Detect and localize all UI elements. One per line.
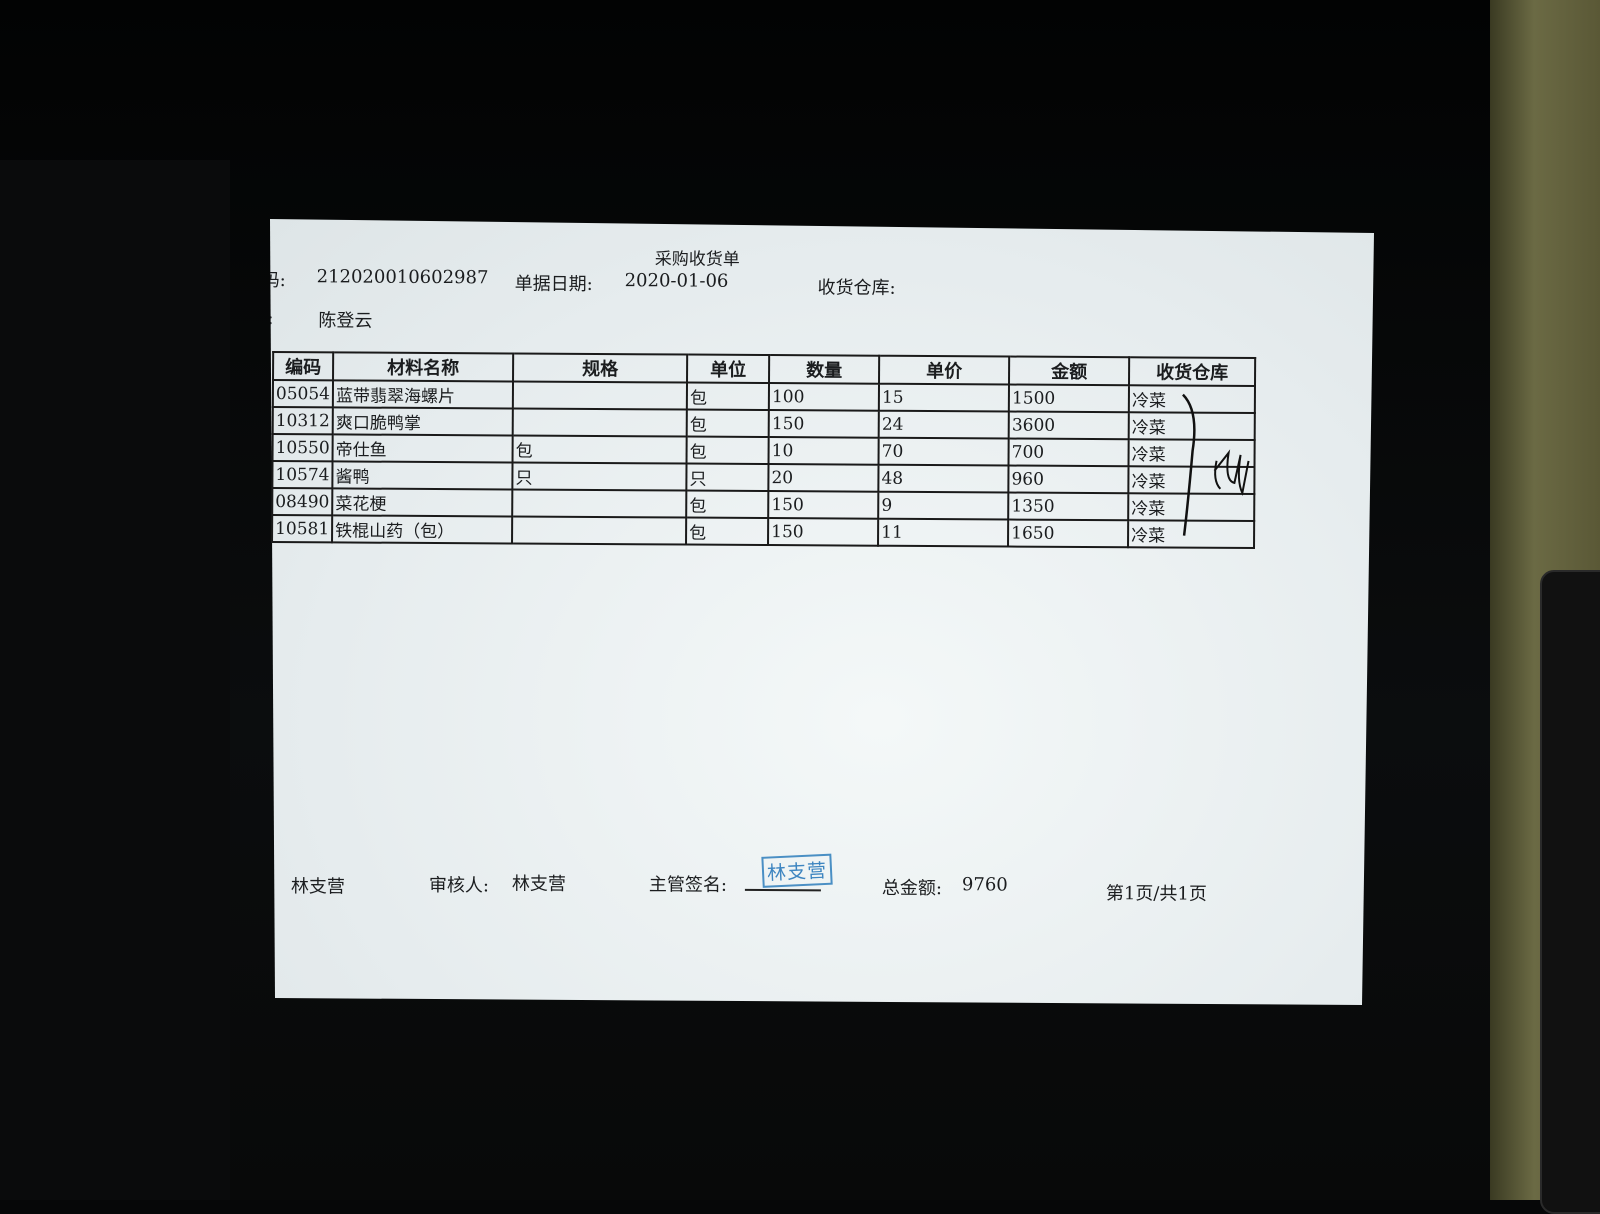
cell-price: 11 [878, 519, 1008, 547]
supervisor-label: 主管签名: [648, 874, 728, 896]
cell-spec: 包 [513, 435, 687, 463]
header-warehouse: 收货仓库 [1129, 357, 1255, 386]
handwritten-signature [1178, 391, 1259, 541]
header-name: 材料名称 [333, 352, 513, 381]
date: 2020-01-06 [624, 270, 729, 292]
cell-unit: 包 [686, 518, 768, 546]
background-left [0, 160, 230, 1200]
cell-qty: 150 [768, 518, 878, 546]
reviewer-label: 审核人: [428, 874, 490, 897]
cell-unit: 只 [686, 464, 768, 492]
cell-unit: 包 [687, 410, 769, 438]
person: 陈登云 [318, 310, 373, 332]
total-label: 总金额: [881, 877, 943, 900]
cell-amount: 3600 [1009, 412, 1129, 440]
maker: 林支营 [290, 876, 345, 898]
cell-qty: 150 [769, 410, 879, 438]
cell-spec [512, 489, 686, 517]
cell-name: 帝仕鱼 [333, 434, 513, 462]
cell-price: 24 [879, 411, 1009, 439]
cell-price: 15 [879, 384, 1009, 412]
header-code: 编码 [273, 352, 333, 380]
cell-code: 10312 [273, 407, 333, 434]
cell-qty: 150 [768, 491, 878, 519]
reviewer: 林支营 [511, 873, 567, 895]
supervisor-stamp: 林支营 [761, 854, 832, 888]
cell-name: 蓝带翡翠海螺片 [333, 380, 513, 408]
cell-code: 10581 [272, 515, 332, 542]
cell-amount: 1350 [1008, 493, 1128, 521]
cell-unit: 包 [687, 437, 769, 465]
background-device [1540, 570, 1600, 1214]
cell-unit: 包 [686, 491, 768, 519]
cell-code: 05054 [273, 380, 333, 407]
cell-spec [513, 381, 687, 409]
total-amount: 9760 [961, 874, 1008, 896]
cell-amount: 960 [1008, 466, 1128, 494]
header-qty: 数量 [769, 355, 879, 384]
cell-amount: 1500 [1009, 385, 1129, 413]
warehouse-label: 收货仓库: [817, 277, 896, 299]
cell-amount: 700 [1009, 439, 1129, 467]
header-amount: 金额 [1009, 357, 1129, 386]
cell-price: 9 [878, 492, 1008, 520]
header-unit: 单位 [687, 355, 769, 384]
cell-code: 08490 [272, 488, 332, 515]
cell-name: 菜花梗 [332, 488, 512, 516]
cell-qty: 20 [768, 464, 878, 492]
table-row: 10581 铁棍山药（包）包 150 11 1650 冷菜 [272, 515, 1254, 548]
page-number: 第1页/共1页 [1105, 883, 1207, 905]
cell-qty: 10 [769, 437, 879, 465]
cell-code: 10550 [273, 434, 333, 461]
cell-name: 铁棍山药（包） [332, 515, 512, 543]
cell-name: 酱鸭 [332, 461, 512, 489]
cell-qty: 100 [769, 383, 879, 411]
items-table: 编码 材料名称 规格 单位 数量 单价 金额 收货仓库 05054 蓝带翡翠海螺片… [271, 351, 1256, 549]
cell-unit: 包 [687, 383, 769, 411]
header-price: 单价 [879, 356, 1009, 385]
cell-amount: 1650 [1008, 520, 1128, 548]
cell-spec [513, 408, 687, 436]
cell-spec: 只 [512, 462, 686, 490]
cell-price: 48 [878, 465, 1008, 493]
signature-line [745, 889, 821, 891]
cell-price: 70 [879, 438, 1009, 466]
date-label: 单据日期: [514, 273, 593, 295]
doc-no: 212020010602987 [316, 266, 489, 289]
cell-name: 爽口脆鸭掌 [333, 407, 513, 435]
header-spec: 规格 [513, 353, 687, 382]
document-title: 采购收货单 [654, 249, 740, 270]
cell-code: 10574 [272, 461, 332, 488]
cell-spec [512, 516, 686, 544]
